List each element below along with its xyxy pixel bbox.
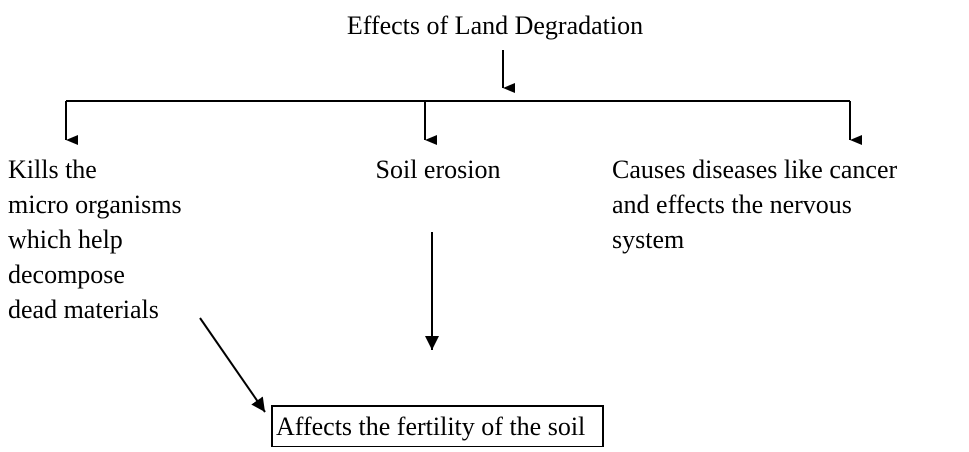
- node-label: system: [612, 225, 684, 254]
- title: Effects of Land Degradation: [347, 11, 643, 40]
- node-label: decompose: [8, 260, 125, 289]
- node-label: dead materials: [8, 295, 159, 324]
- node-label: Causes diseases like cancer: [612, 155, 898, 184]
- node-label: Kills the: [8, 155, 97, 184]
- node-label: Affects the fertility of the soil: [276, 412, 585, 441]
- node-label: which help: [8, 225, 123, 254]
- node-label: Soil erosion: [376, 155, 501, 184]
- arrow: [199, 317, 266, 413]
- node-label: micro organisms: [8, 190, 182, 219]
- node-label: and effects the nervous: [612, 190, 852, 219]
